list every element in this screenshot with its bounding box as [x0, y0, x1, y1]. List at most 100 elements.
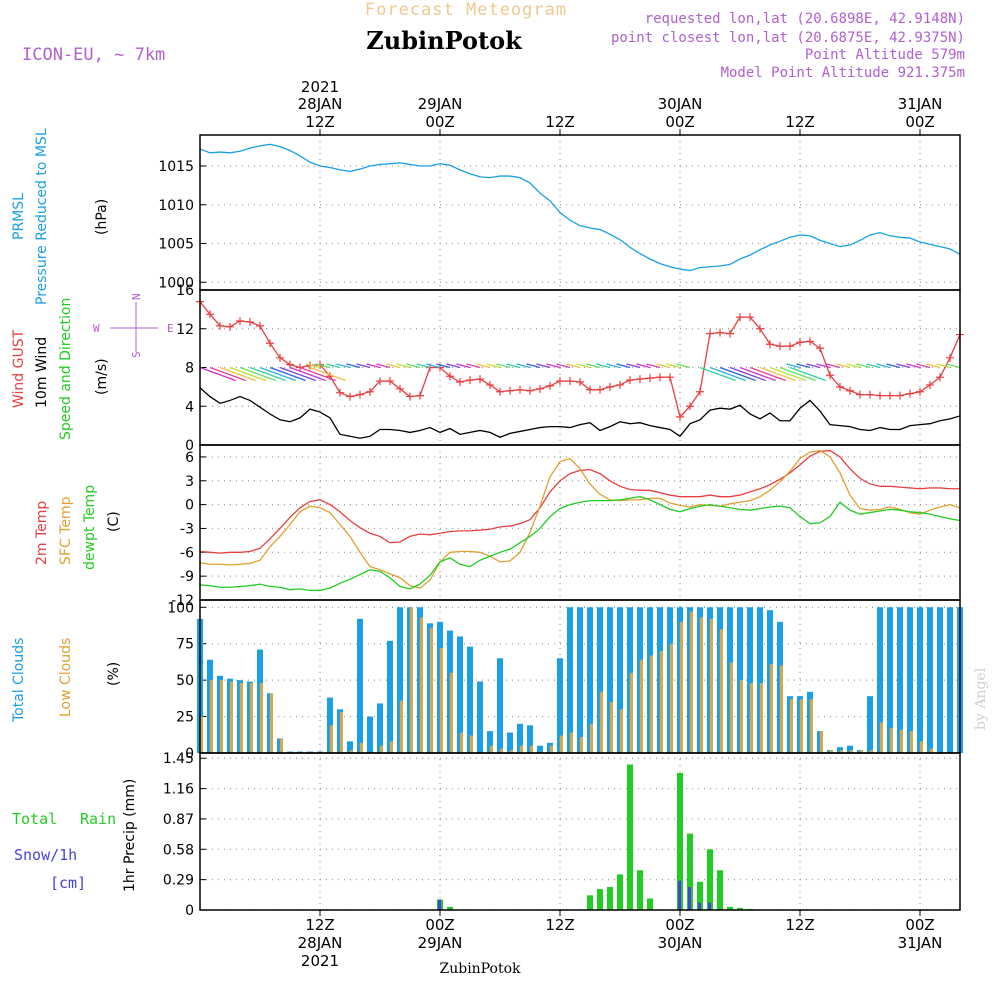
prmsl-desc: Pressure Reduced to MSL [34, 128, 50, 305]
bar [819, 731, 823, 753]
bar [509, 750, 513, 753]
bar [909, 731, 913, 753]
bar [387, 640, 393, 753]
gust-marker [906, 389, 914, 398]
gust-marker [586, 385, 594, 394]
wind-arrow [546, 363, 561, 369]
gust-marker [716, 328, 724, 337]
bar [617, 874, 623, 910]
bar [527, 725, 533, 753]
gust-marker [336, 388, 344, 397]
bar [499, 748, 503, 753]
wind-arrow [476, 363, 491, 369]
y-tick-label: 6 [185, 450, 194, 466]
gust-marker [556, 377, 564, 386]
gust-marker [526, 386, 534, 395]
wind-arrow [739, 366, 776, 382]
bar [597, 889, 603, 910]
bar [649, 655, 653, 753]
bar [687, 833, 693, 910]
wind-arrow [376, 363, 391, 369]
wind-arrow [279, 366, 316, 382]
y-tick-label: 4 [185, 399, 194, 415]
y-tick-label: 1.45 [163, 751, 194, 767]
bar [569, 732, 573, 753]
bar [399, 700, 403, 753]
bar [439, 648, 443, 753]
bar [639, 659, 643, 753]
y-tick-label: 1015 [158, 159, 194, 175]
gust-marker [916, 387, 924, 396]
t2m-label: 2m Temp [34, 501, 50, 565]
bar [419, 617, 423, 753]
gust-marker [886, 391, 894, 400]
bar [589, 723, 593, 753]
rain-label: Rain [80, 810, 116, 828]
prmsl-unit: (hPa) [94, 199, 110, 235]
rain-total-label: Total [12, 810, 57, 828]
bar [459, 732, 463, 753]
bar [347, 741, 353, 753]
bar [839, 750, 843, 753]
snow-unit-label: [cm] [50, 874, 86, 892]
x-label-bottom-day: 30JAN [658, 934, 703, 952]
series-line [199, 449, 961, 589]
gust-marker [756, 324, 764, 333]
bar [759, 683, 763, 753]
bar [529, 745, 533, 753]
wind-arrow [269, 366, 306, 382]
wind-arrow [926, 363, 941, 369]
bar [349, 750, 353, 753]
compass-e: E [167, 322, 174, 335]
wind-arrow [749, 366, 786, 382]
y-tick-label: 75 [176, 637, 194, 653]
bar [497, 658, 503, 753]
gust-marker [836, 382, 844, 391]
x-label-bottom-hour: 00Z [425, 916, 454, 934]
bar [917, 607, 923, 753]
gust-marker [936, 373, 944, 382]
y-tick-label: 0.58 [163, 842, 194, 858]
prmsl-label: PRMSL [11, 193, 27, 240]
x-label-top-hour: 00Z [905, 113, 934, 131]
gust-marker [946, 353, 954, 362]
panel-3 [199, 444, 961, 601]
wind-arrow [936, 363, 951, 369]
y-tick-label: 1010 [158, 198, 194, 214]
gust-marker [676, 412, 684, 421]
gust-marker [406, 392, 414, 401]
y-tick-label: -6 [180, 545, 194, 561]
wind-arrow [336, 363, 351, 369]
bar [329, 725, 333, 753]
bar [577, 607, 583, 753]
wind-arrow [309, 366, 346, 382]
wind-arrow [356, 363, 371, 369]
location-title: ZubinPotok [366, 26, 523, 55]
series-line [199, 387, 961, 439]
gust-marker [926, 380, 934, 389]
bar [729, 662, 733, 753]
credit-watermark: by Angel [973, 667, 989, 730]
bar [727, 906, 733, 910]
y-tick-label: 1005 [158, 237, 194, 253]
panel2-labels: Wind GUST 10m Wind Speed and Direction (… [11, 293, 174, 440]
x-label-top-hour: 00Z [425, 113, 454, 131]
wind-arrow [796, 363, 811, 369]
bar [597, 607, 603, 753]
bar [209, 680, 213, 753]
wind-arrow [789, 366, 826, 382]
bar [467, 646, 473, 753]
y-tick-label: 0.29 [163, 873, 194, 889]
bar [519, 745, 523, 753]
bar [689, 611, 693, 753]
wind-arrow [626, 363, 641, 369]
closest-coords: point closest lon,lat (20.6875E, 42.9375… [611, 30, 965, 46]
gust-marker [266, 339, 274, 348]
bar [697, 881, 703, 910]
bar [609, 702, 613, 753]
bar [678, 880, 681, 910]
bar [669, 643, 673, 753]
panel-5 [199, 752, 961, 911]
bar [927, 607, 933, 753]
bar [699, 617, 703, 753]
